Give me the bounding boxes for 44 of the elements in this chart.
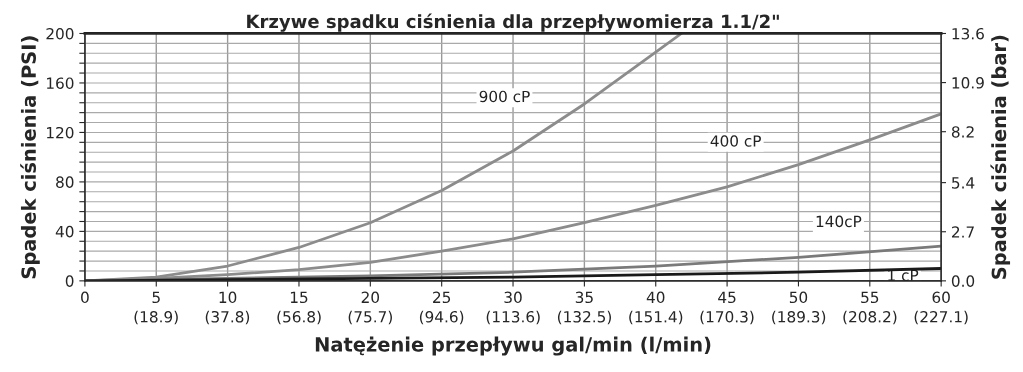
x-tick-label: 25 <box>433 291 451 304</box>
y2-tick-label: 8.2 <box>951 126 974 138</box>
x2-tick-label: (151.4) <box>629 310 683 325</box>
x-tick-label: 40 <box>646 291 665 304</box>
x-tick-label: 0 <box>81 291 89 304</box>
series-label: 400 cP <box>710 135 761 147</box>
y-axis-title: Spadek ciśnienia (PSI) <box>20 36 40 279</box>
x-tick-label: 15 <box>290 291 308 304</box>
x2-tick-label: (75.7) <box>348 310 392 325</box>
text: 900 cP <box>479 90 530 103</box>
y2-axis-title: Spadek ciśnienia (bar) <box>990 35 1011 279</box>
x-tick-label: 5 <box>152 291 160 304</box>
y-tick-label: 0 <box>65 275 74 287</box>
x-tick-label: 50 <box>789 291 808 304</box>
y-tick-label: 40 <box>55 225 74 238</box>
x-tick-label: 35 <box>575 291 593 304</box>
x2-tick-label: (18.9) <box>134 310 178 325</box>
x2-tick-label: (227.1) <box>914 310 968 325</box>
x2-tick-label: (113.6) <box>486 310 540 325</box>
y2-tick-label: 5.4 <box>952 177 975 189</box>
x-tick-label: 55 <box>861 291 879 304</box>
x-axis-title: Natężenie przepływu gal/min (l/min) <box>315 336 711 356</box>
y-tick-label: 80 <box>56 176 74 188</box>
y-tick-label: 160 <box>47 77 74 89</box>
x2-tick-label: (170.3) <box>700 310 754 325</box>
x2-tick-label: (37.8) <box>205 310 250 325</box>
x2-tick-label: (94.6) <box>419 310 464 325</box>
y2-tick-label: 2.7 <box>952 226 974 238</box>
x2-tick-label: (208.2) <box>843 310 897 325</box>
x-tick-label: 20 <box>361 291 380 304</box>
series-label: 140cP <box>816 215 862 228</box>
x2-tick-label: (56.8) <box>277 310 321 325</box>
chart-title: Krzywe spadku ciśnienia dla przepływomierza 1.1/2" <box>247 13 779 32</box>
x-tick-label: 60 <box>932 291 950 304</box>
y2-tick-label: 10.9 <box>952 77 984 89</box>
y-tick-label: 200 <box>46 27 74 40</box>
y2-tick-label: 13.6 <box>952 27 984 40</box>
x-tick-label: 45 <box>718 291 736 304</box>
x2-tick-label: (132.5) <box>557 310 611 325</box>
y2-tick-label: 0.0 <box>951 275 975 287</box>
x-tick-label: 10 <box>219 291 237 304</box>
x2-tick-label: (189.3) <box>772 310 826 325</box>
y-tick-label: 120 <box>47 126 74 139</box>
x-tick-label: 30 <box>504 291 522 304</box>
